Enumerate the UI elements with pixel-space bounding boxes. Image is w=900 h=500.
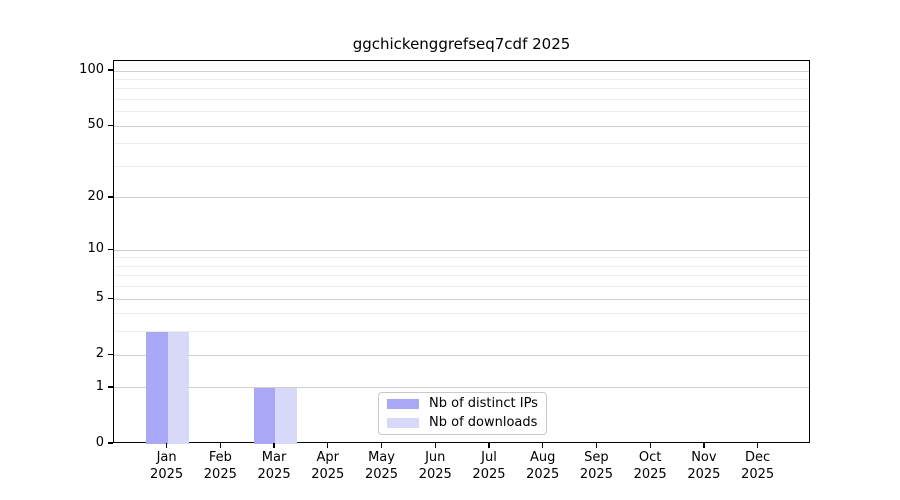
y-tick — [108, 69, 113, 71]
x-tick-label: Mar 2025 — [257, 450, 291, 482]
y-tick-label: 1 — [95, 378, 104, 394]
minor-gridline — [114, 257, 809, 259]
y-tick-label: 20 — [87, 188, 104, 204]
minor-gridline — [114, 143, 809, 145]
major-gridline — [114, 70, 809, 72]
x-tick — [595, 443, 598, 448]
minor-gridline — [114, 98, 809, 100]
y-tick — [108, 386, 113, 388]
legend: Nb of distinct IPs Nb of downloads — [378, 392, 547, 435]
x-tick-label: Jan 2025 — [150, 450, 184, 482]
x-tick — [649, 443, 651, 448]
y-tick-label: 0 — [95, 435, 104, 450]
legend-label-downloads: Nb of downloads — [429, 414, 538, 430]
bar-mar-distinct-ips — [253, 387, 276, 444]
y-tick — [108, 297, 113, 299]
major-gridline — [114, 298, 809, 300]
bar-jan-distinct-ips — [146, 331, 168, 444]
x-tick-label: Nov 2025 — [687, 450, 721, 482]
x-tick-label: May 2025 — [364, 450, 399, 482]
y-tick-label: 50 — [87, 117, 104, 133]
x-tick-label: Jun 2025 — [418, 450, 452, 482]
x-tick-label: Sep 2025 — [579, 450, 613, 482]
y-tick-label: 2 — [95, 346, 104, 362]
x-tick-label: Apr 2025 — [311, 450, 345, 482]
major-gridline — [114, 197, 809, 199]
x-tick — [219, 443, 221, 448]
x-tick-label: Feb 2025 — [203, 450, 237, 482]
x-tick-label: Oct 2025 — [633, 450, 667, 482]
x-tick — [703, 443, 705, 448]
legend-item-distinct-ips: Nb of distinct IPs — [387, 395, 546, 414]
legend-swatch-distinct-ips-icon — [387, 399, 419, 410]
legend-label-distinct-ips: Nb of distinct IPs — [429, 396, 538, 412]
minor-gridline — [114, 331, 809, 333]
bar-jan-downloads — [167, 331, 190, 444]
x-tick-label: Aug 2025 — [526, 450, 560, 482]
x-tick-label: Dec 2025 — [741, 450, 775, 482]
y-tick — [108, 124, 113, 126]
y-tick-label: 5 — [95, 290, 104, 306]
x-tick — [273, 443, 275, 448]
major-gridline — [114, 354, 809, 356]
y-tick-label: 10 — [87, 241, 104, 257]
minor-gridline — [114, 286, 809, 288]
x-tick — [434, 443, 436, 448]
y-tick-label: 100 — [79, 62, 104, 77]
x-tick-label: Jul 2025 — [472, 450, 506, 482]
y-tick — [108, 248, 113, 250]
major-gridline — [114, 125, 809, 127]
legend-item-downloads: Nb of downloads — [387, 414, 546, 433]
minor-gridline — [114, 265, 809, 267]
chart-title: ggchickenggrefseq7cdf 2025 — [352, 35, 571, 53]
y-tick — [108, 442, 113, 444]
x-tick — [380, 443, 383, 448]
minor-gridline — [114, 88, 809, 90]
x-tick — [165, 443, 168, 448]
minor-gridline — [114, 313, 809, 315]
legend-swatch-downloads-icon — [387, 417, 419, 428]
major-gridline — [114, 387, 809, 389]
minor-gridline — [114, 111, 809, 113]
bar-mar-downloads — [275, 387, 297, 444]
x-tick — [327, 443, 329, 448]
plot-area — [113, 60, 810, 444]
minor-gridline — [114, 165, 809, 167]
major-gridline — [114, 249, 809, 251]
x-tick — [756, 443, 759, 448]
y-tick — [108, 353, 113, 355]
minor-gridline — [114, 78, 809, 80]
x-tick — [542, 443, 544, 448]
minor-gridline — [114, 275, 809, 277]
x-tick — [488, 443, 490, 448]
y-tick — [108, 196, 113, 198]
